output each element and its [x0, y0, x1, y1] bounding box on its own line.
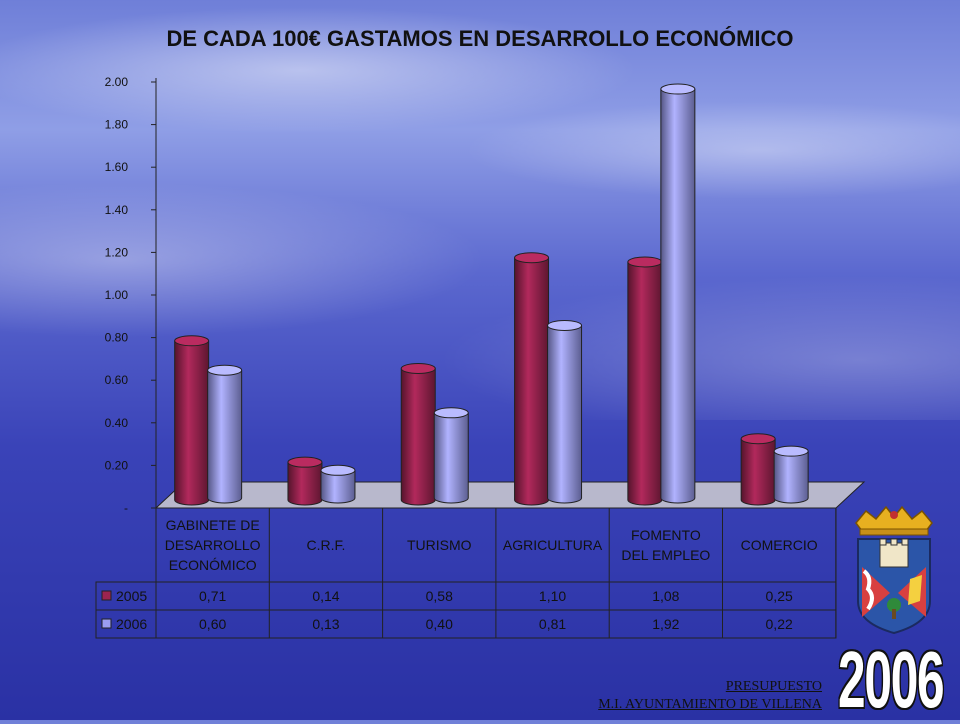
data-label-2006-1: 0,13: [312, 616, 339, 632]
bar-2005-5: [740, 438, 776, 506]
y-tick-label: 0.60: [105, 373, 129, 387]
bar-2005-3: [514, 257, 550, 506]
category-label-1: C.R.F.: [307, 537, 346, 553]
bar-2006-3: [547, 325, 583, 504]
bar-top-2006-2: [433, 407, 469, 419]
y-tick-label: 1.80: [105, 118, 129, 132]
bar-top-2006-3: [547, 319, 583, 331]
bar-top-2005-5: [740, 433, 776, 445]
legend-label-2006: 2006: [116, 616, 147, 632]
bar-2005-2: [400, 368, 436, 506]
footer-council-label: M.I. AYUNTAMIENTO DE VILLENA: [598, 697, 822, 712]
data-label-2005-4: 1,08: [652, 588, 679, 604]
bar-2005-4: [627, 261, 663, 506]
sky-background: [0, 0, 960, 420]
legend-swatch-2005: [101, 590, 112, 601]
year-badge: 2006: [838, 635, 945, 724]
y-tick-label: 2.00: [105, 75, 129, 89]
y-tick-label: 0.20: [105, 458, 129, 472]
data-label-2006-2: 0,40: [426, 616, 453, 632]
chart-title: DE CADA 100€ GASTAMOS EN DESARROLLO ECON…: [166, 26, 794, 51]
bar-2005-0: [174, 340, 210, 506]
bar-top-2005-4: [627, 256, 663, 268]
category-label-5: COMERCIO: [741, 537, 818, 553]
y-tick-label: 0.80: [105, 331, 129, 345]
data-label-2005-5: 0,25: [766, 588, 793, 604]
y-tick-label: -: [124, 501, 128, 515]
data-label-2006-0: 0,60: [199, 616, 226, 632]
bar-2006-1: [320, 470, 356, 504]
y-tick-label: 0.40: [105, 416, 129, 430]
data-label-2005-1: 0,14: [312, 588, 339, 604]
data-label-2005-3: 1,10: [539, 588, 566, 604]
category-label-2: TURISMO: [407, 537, 472, 553]
y-tick-label: 1.20: [105, 245, 129, 259]
bar-top-2005-2: [400, 362, 436, 374]
bar-2006-4: [660, 89, 696, 504]
bar-top-2006-4: [660, 83, 696, 95]
data-label-2006-5: 0,22: [766, 616, 793, 632]
category-label-3: AGRICULTURA: [503, 537, 603, 553]
bar-2006-2: [433, 412, 469, 504]
bar-top-2006-0: [207, 364, 243, 376]
bar-top-2005-1: [287, 456, 323, 468]
data-label-2006-3: 0,81: [539, 616, 566, 632]
footer: PRESUPUESTO M.I. AYUNTAMIENTO DE VILLENA: [560, 678, 822, 714]
category-label-0: GABINETE DE DESARROLLO ECONÓMICO: [165, 517, 261, 573]
legend-label-2005: 2005: [116, 588, 147, 604]
bar-top-2005-3: [514, 252, 550, 264]
bar-2005-1: [287, 462, 323, 506]
data-label-2005-0: 0,71: [199, 588, 226, 604]
bar-2006-0: [207, 370, 243, 504]
y-tick-label: 1.00: [105, 288, 129, 302]
data-label-2006-4: 1,92: [652, 616, 679, 632]
bar-top-2006-5: [773, 445, 809, 457]
legend-swatch-2006: [101, 618, 112, 629]
bar-top-2005-0: [174, 335, 210, 347]
y-tick-label: 1.60: [105, 160, 129, 174]
category-label-4: FOMENTO DEL EMPLEO: [621, 527, 710, 563]
y-tick-label: 1.40: [105, 203, 129, 217]
bar-top-2006-1: [320, 464, 356, 476]
data-label-2005-2: 0,58: [426, 588, 453, 604]
villena-coat-of-arms: [855, 505, 933, 635]
bar-2006-5: [773, 451, 809, 504]
footer-budget-label: PRESUPUESTO: [725, 679, 822, 694]
